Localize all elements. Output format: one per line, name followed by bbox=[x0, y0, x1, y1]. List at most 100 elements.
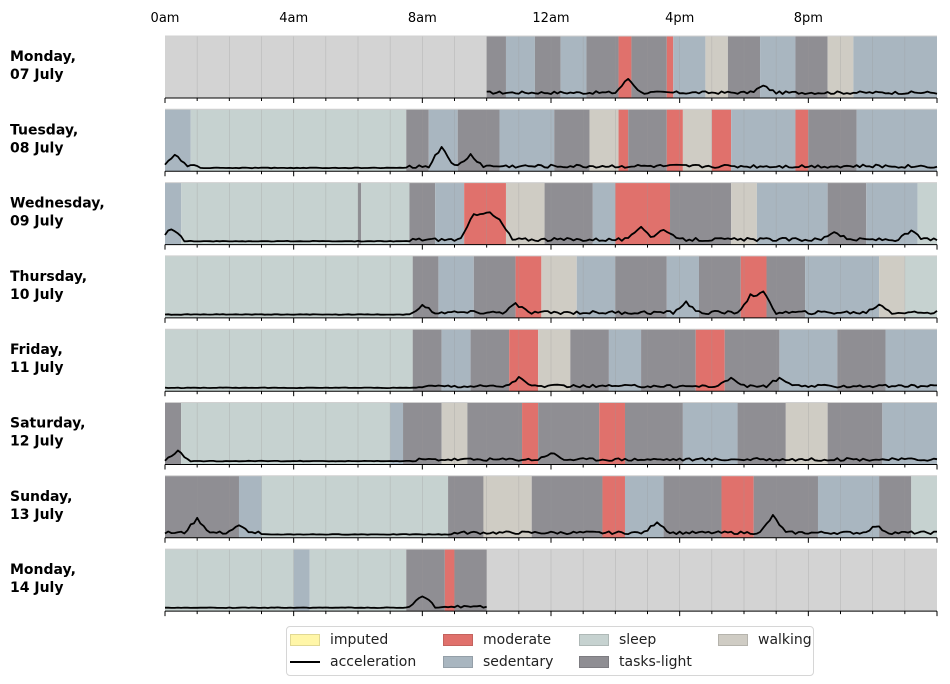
activity-segment bbox=[554, 109, 590, 172]
activity-segment bbox=[602, 475, 625, 538]
legend-line-swatch bbox=[290, 661, 320, 663]
legend-item-sedentary: sedentary bbox=[443, 654, 553, 670]
x-tick-label: 12am bbox=[532, 11, 569, 26]
activity-segment bbox=[541, 255, 577, 318]
acceleration-line bbox=[165, 595, 487, 609]
legend-label: sedentary bbox=[483, 654, 554, 670]
acceleration-line bbox=[164, 514, 938, 536]
activity-segment bbox=[631, 36, 667, 98]
acceleration-line bbox=[164, 145, 938, 170]
activity-segment bbox=[885, 329, 937, 392]
activity-segment bbox=[882, 402, 937, 465]
day-label: Sunday, 13 July bbox=[10, 489, 72, 523]
activity-segment bbox=[879, 475, 912, 538]
activity-segment bbox=[705, 36, 728, 98]
activity-segment bbox=[698, 255, 741, 318]
activity-segment bbox=[721, 475, 754, 538]
day-label: Monday, 14 July bbox=[10, 562, 76, 596]
activity-segment bbox=[779, 329, 838, 392]
activity-segment bbox=[853, 36, 937, 98]
activity-segment bbox=[181, 402, 391, 465]
activity-segment bbox=[412, 255, 439, 318]
activity-segment bbox=[727, 36, 761, 98]
activity-segment bbox=[599, 402, 625, 465]
activity-segment bbox=[406, 549, 445, 612]
day-label: Friday, 11 July bbox=[10, 342, 63, 376]
activity-segment bbox=[412, 329, 442, 392]
activity-segment bbox=[438, 255, 474, 318]
activity-segment bbox=[618, 109, 629, 172]
acceleration-line bbox=[164, 449, 938, 463]
activity-segment bbox=[682, 402, 738, 465]
x-tick-label: 4pm bbox=[665, 11, 694, 26]
activity-segment bbox=[879, 255, 905, 318]
day-label: Thursday, 10 July bbox=[10, 269, 87, 303]
legend-item-tasks-light: tasks-light bbox=[579, 654, 692, 670]
x-tick-label: 0am bbox=[151, 11, 180, 26]
activity-segment bbox=[560, 36, 587, 98]
activity-segment bbox=[441, 329, 471, 392]
legend-item-walking: walking bbox=[718, 632, 812, 648]
legend-item-moderate: moderate bbox=[443, 632, 551, 648]
activity-segment bbox=[406, 109, 429, 172]
activity-segment bbox=[711, 109, 732, 172]
legend: imputed acceleration moderate sedentary slee… bbox=[286, 626, 814, 676]
activity-segment bbox=[505, 36, 535, 98]
activity-segment bbox=[293, 549, 310, 612]
activity-segment bbox=[448, 475, 484, 538]
activity-segment bbox=[624, 475, 664, 538]
activity-segment bbox=[505, 182, 545, 245]
legend-label: acceleration bbox=[330, 654, 417, 670]
activity-segment bbox=[190, 109, 407, 172]
activity-segment bbox=[165, 182, 182, 245]
activity-segment bbox=[740, 255, 767, 318]
activity-segment bbox=[731, 182, 757, 245]
activity-segment bbox=[361, 182, 410, 245]
activity-segment bbox=[470, 329, 510, 392]
activity-segment bbox=[827, 402, 883, 465]
activity-segment bbox=[817, 475, 880, 538]
activity-segment bbox=[534, 36, 561, 98]
acceleration-line bbox=[164, 290, 938, 316]
activity-segment bbox=[856, 109, 937, 172]
activity-segment bbox=[682, 109, 712, 172]
activity-segment bbox=[165, 549, 294, 612]
activity-segment bbox=[486, 36, 506, 98]
activity-segment bbox=[837, 329, 886, 392]
activity-segment bbox=[592, 182, 616, 245]
activity-segment bbox=[673, 36, 706, 98]
acceleration-line bbox=[486, 78, 938, 95]
day-label: Saturday, 12 July bbox=[10, 416, 86, 450]
activity-segment bbox=[795, 109, 809, 172]
activity-segment bbox=[695, 329, 725, 392]
activity-segment bbox=[608, 329, 642, 392]
activity-segment bbox=[531, 475, 603, 538]
activity-segment bbox=[615, 255, 667, 318]
activity-segment bbox=[576, 255, 616, 318]
activity-segment bbox=[441, 402, 468, 465]
activity-segment bbox=[586, 36, 619, 98]
activity-segment bbox=[663, 475, 722, 538]
activity-segment bbox=[737, 402, 786, 465]
activity-segment bbox=[486, 549, 937, 612]
legend-item-acceleration: acceleration bbox=[290, 654, 416, 670]
activity-segment bbox=[904, 255, 937, 318]
activity-segment bbox=[428, 109, 458, 172]
activity-segment bbox=[390, 402, 404, 465]
activity-segment bbox=[165, 109, 191, 172]
acceleration-line bbox=[164, 375, 938, 390]
activity-segment bbox=[467, 402, 523, 465]
day-label: Wednesday, 09 July bbox=[10, 196, 105, 230]
legend-swatch bbox=[443, 656, 473, 668]
activity-segment bbox=[570, 329, 609, 392]
legend-label: tasks-light bbox=[619, 654, 692, 670]
acceleration-line bbox=[164, 211, 938, 243]
activity-segment bbox=[756, 182, 828, 245]
legend-label: imputed bbox=[330, 632, 389, 648]
activity-segment bbox=[309, 549, 407, 612]
activity-segment bbox=[866, 182, 918, 245]
activity-segment bbox=[165, 329, 413, 392]
activity-segment bbox=[165, 475, 239, 538]
activity-segment bbox=[181, 182, 358, 245]
x-tick-label: 8am bbox=[408, 11, 437, 26]
